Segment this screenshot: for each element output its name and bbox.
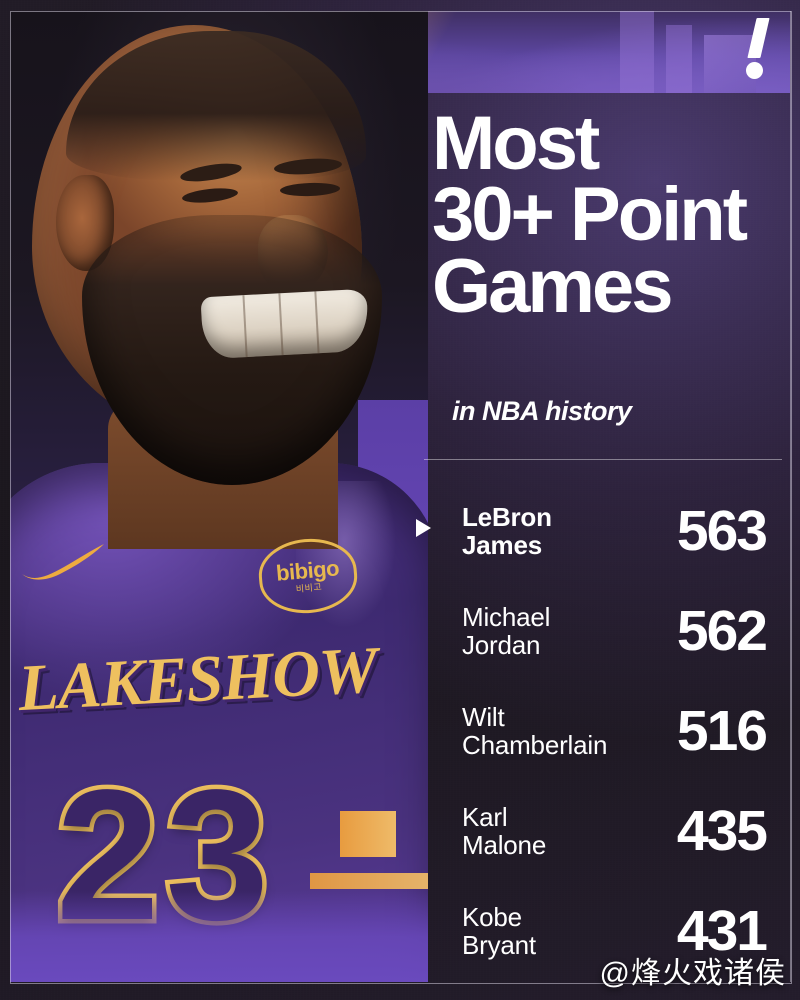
player-value: 516: [676, 698, 768, 763]
player-last-name: Jordan: [462, 630, 541, 660]
player-first-name: Michael: [462, 601, 551, 632]
title-line-2: 30+ Point: [432, 172, 748, 258]
triangle-right-marker-icon: [416, 519, 431, 537]
ranking-row: LeBron James 563: [416, 481, 790, 581]
header-divider: [424, 459, 782, 460]
tooth-gap-1: [242, 295, 248, 358]
right-vertical-rule: [790, 11, 791, 982]
player-name: Karl Malone: [432, 803, 662, 859]
bibigo-subtext: 비비고: [295, 581, 323, 594]
player-name: Kobe Bryant: [432, 903, 662, 959]
player-photo: bibigo 비비고 LAKESHOW 23: [10, 11, 428, 982]
player-value: 563: [676, 498, 768, 563]
player-last-name: James: [462, 530, 542, 560]
ranking-row: Karl Malone 435: [432, 781, 790, 881]
page-subtitle: in NBA history: [452, 396, 632, 426]
player-value: 435: [676, 798, 768, 863]
player-first-name: Kobe: [462, 901, 522, 932]
photo-bottom-purple-wash: [10, 891, 428, 982]
tooth-gap-3: [314, 291, 320, 354]
ranking-list: LeBron James 563 Michael Jordan 562 Wilt…: [416, 481, 790, 981]
exclamation-dot: [746, 62, 763, 79]
player-first-name: Karl: [462, 801, 508, 832]
ranking-row: Wilt Chamberlain 516: [432, 681, 790, 781]
player-first-name: LeBron: [462, 501, 552, 532]
bibigo-label: bibigo: [275, 554, 340, 586]
player-value: 431: [676, 898, 768, 963]
player-last-name: Malone: [462, 830, 547, 860]
player-name: Wilt Chamberlain: [432, 703, 662, 759]
page-title: Most 30+ Point Games: [432, 101, 790, 329]
banner-block-2: [666, 25, 692, 93]
tooth-gap-2: [278, 293, 284, 356]
ranking-row: Michael Jordan 562: [432, 581, 790, 681]
photo-accent-streak-2: [310, 873, 428, 889]
player-smile: [200, 288, 370, 360]
player-first-name: Wilt: [462, 701, 505, 732]
ranking-row: Kobe Bryant 431: [432, 881, 790, 981]
player-last-name: Chamberlain: [462, 730, 608, 760]
nike-swoosh-icon: [20, 541, 106, 581]
player-head: [32, 25, 382, 485]
title-line-3: Games: [432, 243, 674, 329]
player-value: 562: [676, 598, 768, 663]
photo-accent-streak-1: [340, 811, 396, 857]
player-name: Michael Jordan: [432, 603, 662, 659]
player-eye-left: [181, 186, 239, 205]
exclamation-mark-logo-icon: [738, 18, 778, 82]
content-column: Most 30+ Point Games in NBA history LeBr…: [416, 11, 790, 982]
title-line-1: Most: [432, 101, 600, 186]
player-last-name: Bryant: [462, 930, 536, 960]
jersey-wordmark: LAKESHOW: [16, 633, 379, 726]
player-name: LeBron James: [432, 503, 662, 559]
player-eye-right: [279, 181, 341, 198]
banner-block-1: [620, 11, 654, 93]
watermark: @烽火戏诸侯: [599, 957, 786, 990]
